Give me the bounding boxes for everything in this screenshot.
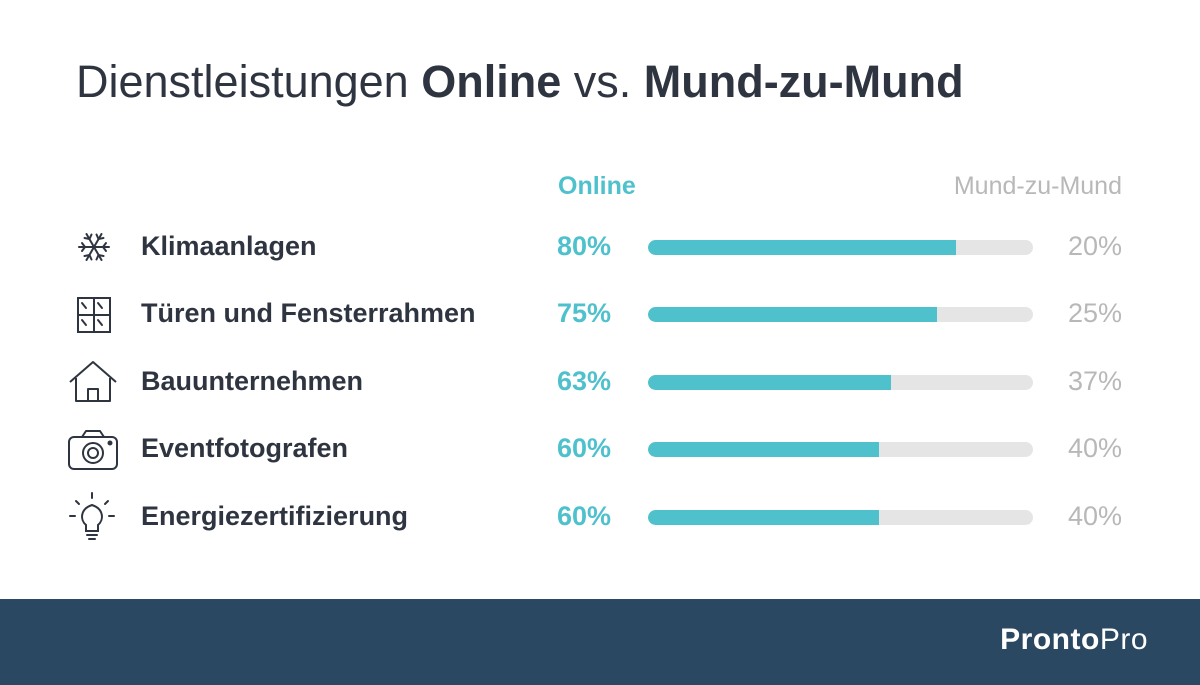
- title-part-1: Dienstleistungen: [76, 56, 422, 107]
- category-label: Klimaanlagen: [141, 231, 317, 261]
- category-label: Eventfotografen: [141, 433, 349, 463]
- online-bar: [648, 510, 879, 525]
- online-value-label: 80%: [557, 231, 612, 261]
- chart-title: Dienstleistungen Online vs. Mund-zu-Mund: [76, 52, 964, 112]
- chart-row: Energiezertifizierung 60% 40%: [0, 489, 1200, 545]
- word-of-mouth-value-label: 37%: [1067, 366, 1122, 396]
- title-part-4: Mund-zu-Mund: [643, 56, 964, 107]
- house-icon: [66, 354, 118, 410]
- column-header-online: Online: [558, 172, 636, 200]
- word-of-mouth-bar: [648, 240, 1033, 255]
- online-bar: [648, 240, 956, 255]
- word-of-mouth-bar: [648, 375, 1033, 390]
- footer-bar: ProntoPro: [0, 599, 1200, 685]
- online-value-label: 60%: [557, 433, 612, 463]
- chart-row: Eventfotografen 60% 40%: [0, 421, 1200, 477]
- chart-row: Bauunternehmen 63% 37%: [0, 354, 1200, 410]
- online-value-label: 60%: [557, 501, 612, 531]
- category-label: Türen und Fensterrahmen: [141, 298, 476, 328]
- window-icon: [66, 286, 118, 342]
- chart-row: Klimaanlagen 80% 20%: [0, 219, 1200, 275]
- column-header-word-of-mouth: Mund-zu-Mund: [953, 172, 1122, 200]
- word-of-mouth-value-label: 40%: [1067, 501, 1122, 531]
- chart-row: Türen und Fensterrahmen 75% 25%: [0, 286, 1200, 342]
- word-of-mouth-bar: [648, 307, 1033, 322]
- brand-logo: ProntoPro: [1000, 623, 1148, 657]
- online-bar: [648, 375, 891, 390]
- snowflake-icon: [66, 219, 118, 275]
- lightbulb-icon: [66, 489, 118, 545]
- word-of-mouth-bar: [648, 510, 1033, 525]
- word-of-mouth-value-label: 25%: [1067, 298, 1122, 328]
- online-bar: [648, 442, 879, 457]
- word-of-mouth-value-label: 20%: [1067, 231, 1122, 261]
- word-of-mouth-bar: [648, 442, 1033, 457]
- online-bar: [648, 307, 937, 322]
- brand-part-2: Pro: [1099, 623, 1148, 656]
- category-label: Bauunternehmen: [141, 366, 364, 396]
- title-part-3: vs.: [561, 56, 644, 107]
- title-part-2: Online: [421, 56, 562, 107]
- online-value-label: 75%: [557, 298, 612, 328]
- category-label: Energiezertifizierung: [141, 501, 409, 531]
- word-of-mouth-value-label: 40%: [1067, 433, 1122, 463]
- camera-icon: [66, 421, 118, 477]
- brand-part-1: Pronto: [1000, 623, 1100, 656]
- online-value-label: 63%: [557, 366, 612, 396]
